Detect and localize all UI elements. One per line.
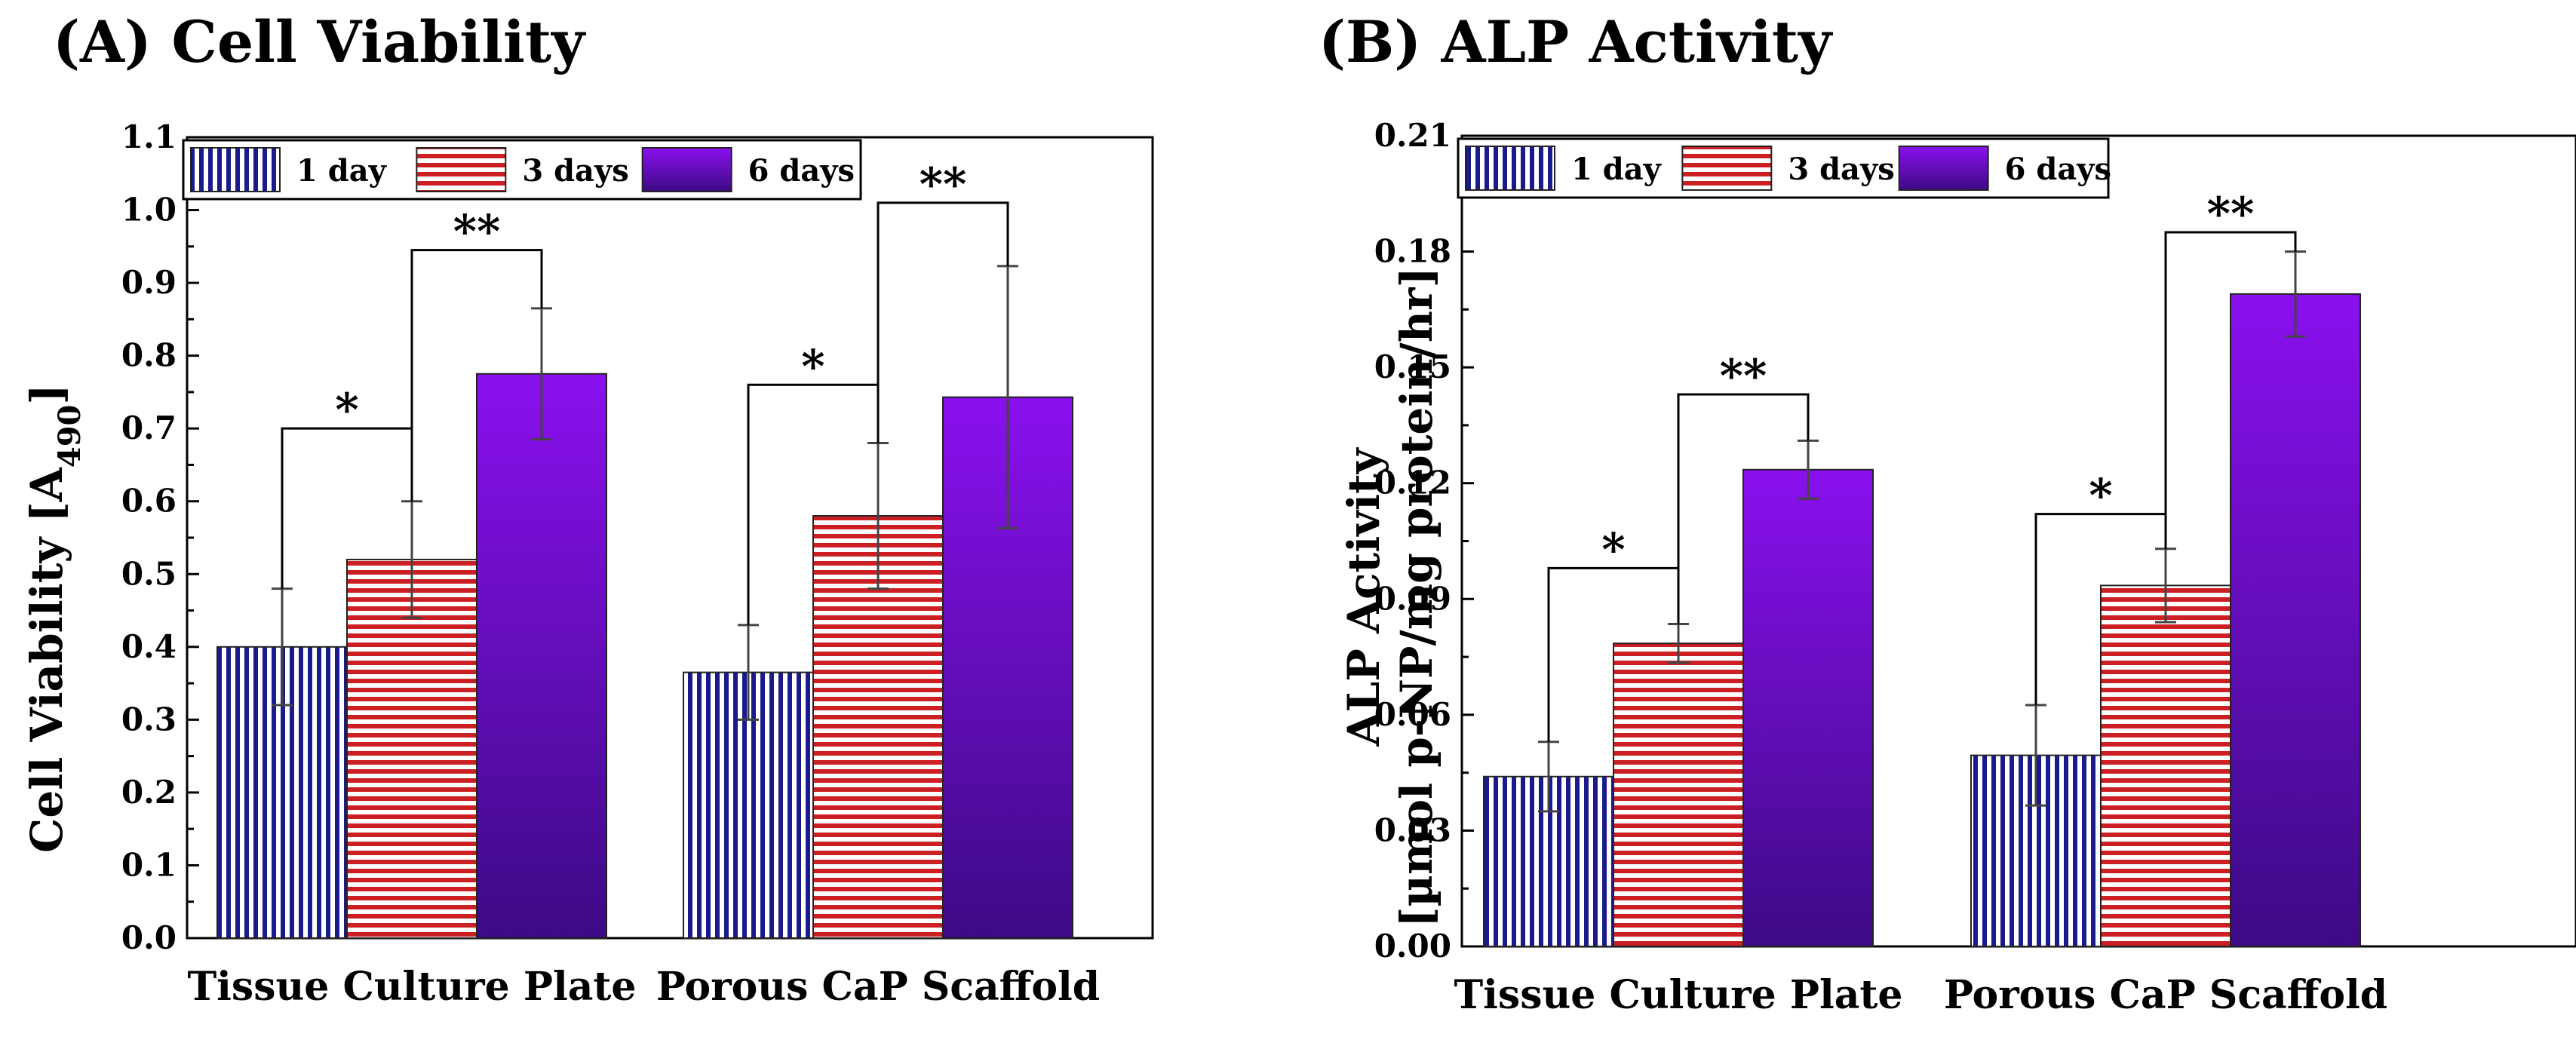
plot-area: 0.00 0.03 0.06 0.09 0.12 0.15 0.18 0.21 Tissue C… — [1374, 117, 2576, 1018]
bar-day6 — [476, 373, 607, 940]
significance-bracket — [1677, 393, 1810, 624]
y-tick-label: 0.5 — [121, 555, 177, 592]
legend-label: 1 day — [1571, 152, 1663, 187]
significance-marker: ** — [920, 158, 967, 211]
y-tick-label: 0.0 — [121, 919, 177, 956]
legend-label: 3 days — [1788, 152, 1894, 187]
y-tick-label: 0.9 — [121, 264, 177, 301]
y-axis-label-line-2: [µmol p-NP/mg protein/hr] — [1391, 267, 1442, 928]
significance-marker: * — [801, 340, 824, 393]
y-tick-label: 0.03 — [1374, 811, 1451, 848]
legend-swatch-day1 — [190, 147, 281, 192]
bar-day3 — [2100, 584, 2231, 947]
legend-swatch-day6 — [1898, 146, 1989, 191]
significance-bracket — [410, 249, 543, 501]
y-axis-label-line-1: ALP Activity — [1338, 446, 1389, 747]
y-tick-label: 1.0 — [121, 192, 177, 228]
legend-swatch-day3 — [416, 147, 507, 192]
y-tick-label: 0.1 — [121, 846, 177, 883]
x-category-label: Tissue Culture Plate — [187, 964, 636, 1010]
panel-title: (A) Cell Viability — [53, 8, 586, 75]
bar-day6 — [942, 396, 1073, 939]
panel-title: (B) ALP Activity — [1319, 8, 1833, 75]
significance-marker: ** — [1720, 350, 1767, 403]
y-tick-label: 0.09 — [1374, 580, 1451, 617]
y-tick-label: 0.06 — [1374, 696, 1451, 733]
significance-marker: ** — [2207, 188, 2255, 241]
significance-marker: * — [1601, 523, 1625, 576]
legend-swatch-day1 — [1465, 146, 1555, 191]
y-tick-label: 0.00 — [1374, 928, 1451, 965]
x-category-label: Tissue Culture Plate — [1454, 972, 1902, 1018]
y-tick-label: 0.18 — [1374, 233, 1451, 270]
plot-area: 0.0 0.1 0.2 0.3 0.4 0.5 0.6 0.7 0.8 0.9 1.0 1.1 Tiss… — [121, 118, 1154, 1010]
y-axis-label: Cell Viability [A490] — [21, 384, 88, 853]
legend-label: 3 days — [522, 153, 628, 189]
x-category-label: Porous CaP Scaffold — [656, 964, 1100, 1010]
legend-label: 6 days — [2005, 152, 2111, 187]
y-tick-label: 0.15 — [1374, 348, 1451, 385]
y-tick-label: 0.21 — [1374, 117, 1451, 154]
y-tick-label: 0.6 — [121, 483, 177, 520]
significance-marker: ** — [453, 206, 501, 259]
significance-marker: * — [2089, 470, 2112, 523]
y-tick-label: 0.2 — [121, 774, 177, 811]
legend-swatch-day3 — [1681, 146, 1773, 191]
bar-day6 — [1742, 468, 1874, 947]
y-tick-label: 0.4 — [121, 628, 177, 665]
x-category-label: Porous CaP Scaffold — [1944, 972, 2387, 1018]
legend-label: 1 day — [296, 153, 388, 189]
y-tick-label: 0.3 — [121, 701, 177, 738]
y-tick-label: 0.8 — [121, 337, 177, 374]
y-tick-label: 0.12 — [1374, 465, 1451, 501]
legend-box — [1457, 137, 2110, 199]
y-tick-label: 0.7 — [121, 409, 177, 446]
bar-day3 — [346, 558, 477, 939]
significance-bracket — [877, 201, 1009, 443]
significance-marker: * — [335, 384, 358, 437]
bar-day6 — [2230, 293, 2361, 947]
legend-label: 6 days — [748, 153, 855, 189]
panel-cell-viability: (A) Cell Viability Cell Viability [A490]… — [21, 8, 1154, 1010]
panel-alp-activity: (B) ALP Activity ALP Activity [µmol p-NP… — [1319, 8, 2576, 1018]
legend-box — [182, 139, 862, 201]
legend-swatch-day6 — [641, 147, 732, 192]
y-tick-label: 1.1 — [121, 118, 177, 155]
significance-bracket — [2164, 231, 2297, 549]
bar-day3 — [1613, 643, 1744, 948]
